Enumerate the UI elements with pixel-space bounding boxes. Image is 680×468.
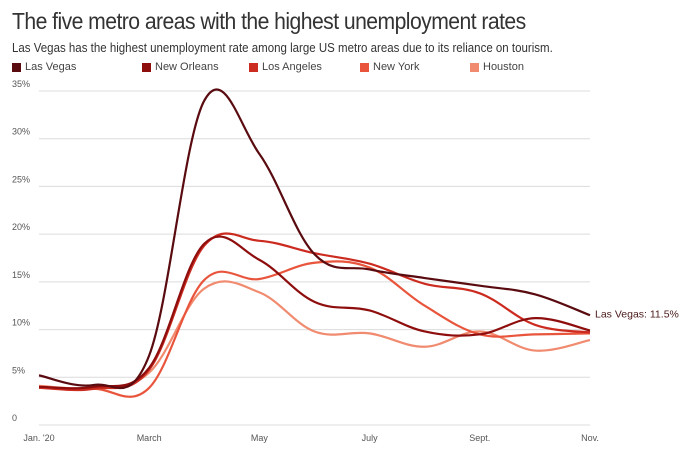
series-line-las-vegas <box>38 88 591 390</box>
x-tick-label: Sept. <box>469 433 490 443</box>
legend-label: Houston <box>483 61 524 73</box>
legend-label: New Orleans <box>155 61 219 73</box>
legend-swatch <box>360 62 369 72</box>
y-tick-label: 15% <box>12 270 30 280</box>
x-tick-label: Nov. <box>581 433 599 443</box>
legend-label: Las Vegas <box>25 61 77 73</box>
legend-label: Los Angeles <box>262 61 322 73</box>
series-line-new-orleans <box>38 235 591 390</box>
series-line-los-angeles <box>38 232 591 392</box>
legend-swatch <box>12 62 21 72</box>
legend-item: New York <box>360 61 419 73</box>
y-tick-label: 0 <box>12 413 17 423</box>
y-tick-label: 10% <box>12 318 30 328</box>
y-tick-label: 25% <box>12 174 30 184</box>
legend: Las Vegas New Orleans Los Angeles New York H… <box>12 61 672 75</box>
y-tick-label: 30% <box>12 127 30 137</box>
legend-swatch <box>470 62 479 72</box>
legend-item: New Orleans <box>142 61 219 73</box>
y-tick-label: 35% <box>12 79 30 89</box>
chart-subtitle: Las Vegas has the highest unemployment r… <box>12 41 553 55</box>
legend-item: Houston <box>470 61 524 73</box>
x-tick-label: July <box>362 433 379 443</box>
x-tick-label: Jan. '20 <box>23 433 54 443</box>
x-tick-label: March <box>137 433 162 443</box>
series-line-houston <box>38 280 591 390</box>
series-line-new-york <box>38 260 591 398</box>
y-tick-label: 5% <box>12 365 25 375</box>
legend-label: New York <box>373 61 420 73</box>
y-tick-label: 20% <box>12 222 30 232</box>
chart-title: The five metro areas with the highest un… <box>12 8 526 34</box>
x-tick-label: May <box>251 433 269 443</box>
legend-swatch <box>142 62 151 72</box>
end-label-las-vegas: Las Vegas: 11.5% <box>595 308 679 320</box>
legend-item: Las Vegas <box>12 61 76 73</box>
legend-swatch <box>249 62 258 72</box>
legend-item: Los Angeles <box>249 61 322 73</box>
